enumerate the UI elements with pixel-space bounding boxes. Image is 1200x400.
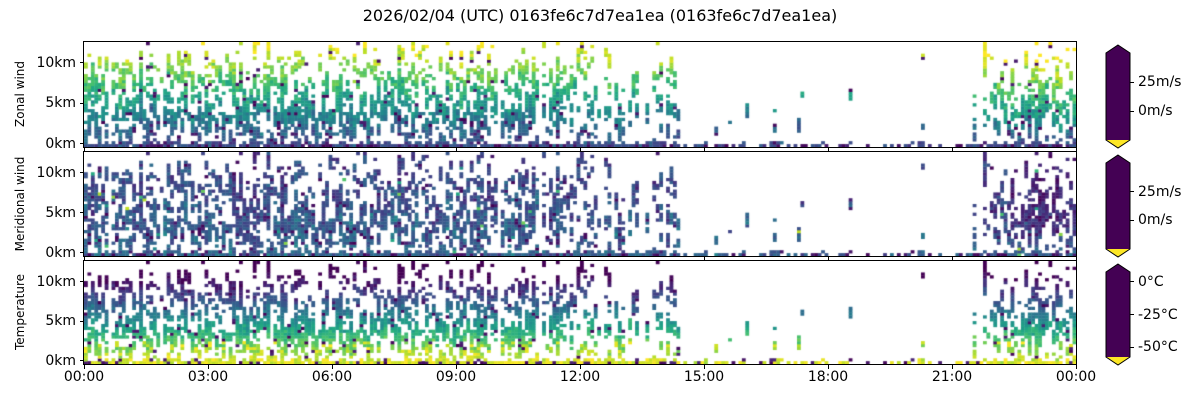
colorbar-tick-label: 25m/s [1138, 183, 1182, 200]
figure-title: 2026/02/04 (UTC) 0163fe6c7d7ea1ea (0163f… [362, 6, 838, 25]
x-tick-mark [827, 257, 829, 261]
colorbar-tick-label: -25°C [1138, 306, 1178, 323]
y-tick-label: 10km [36, 54, 76, 71]
y-tick-mark [80, 281, 84, 283]
y-tick-mark [80, 143, 84, 145]
x-tick-label: 18:00 [807, 369, 849, 385]
colorbar-meridional-wind [1105, 154, 1131, 258]
colorbar-tick-mark [1130, 81, 1134, 83]
x-tick-mark [207, 257, 209, 261]
x-tick-label: 03:00 [187, 369, 229, 385]
x-tick-mark [1075, 148, 1077, 152]
y-tick-mark [80, 360, 84, 362]
x-tick-mark [579, 257, 581, 261]
colorbar-tick-label: 25m/s [1138, 74, 1182, 90]
x-tick-label: 09:00 [435, 369, 477, 385]
x-tick-mark [703, 257, 705, 261]
x-tick-mark [951, 148, 953, 152]
x-tick-mark [579, 365, 581, 369]
x-tick-mark [455, 148, 457, 152]
x-tick-label: 06:00 [311, 369, 353, 385]
colorbar-tick-label: 0m/s [1138, 212, 1173, 229]
x-tick-mark [1075, 257, 1077, 261]
x-tick-mark [83, 257, 85, 261]
x-tick-label: 00:00 [63, 369, 105, 385]
colorbar-tick-label: 0°C [1138, 273, 1164, 290]
x-tick-mark [207, 365, 209, 369]
colorbar-temperature [1105, 263, 1131, 366]
heatmap-panel-temperature [83, 260, 1077, 365]
heatmap-panel-zonal-wind [83, 41, 1077, 148]
x-tick-mark [331, 148, 333, 152]
x-tick-mark [455, 365, 457, 369]
temperature-heatmap-canvas [84, 261, 1076, 364]
y-tick-mark [80, 252, 84, 254]
x-tick-mark [331, 257, 333, 261]
y-tick-mark [80, 320, 84, 322]
x-tick-mark [1075, 365, 1077, 369]
y-tick-mark [80, 212, 84, 214]
colorbar-tick-mark [1130, 191, 1134, 193]
colorbar-tick-label: -50°C [1138, 339, 1178, 356]
y-tick-label: 0km [45, 135, 76, 152]
y-tick-label: 10km [36, 164, 76, 181]
x-tick-mark [703, 148, 705, 152]
zonal-wind-heatmap-canvas [84, 42, 1076, 147]
y-tick-mark [80, 102, 84, 104]
y-tick-label: 5km [45, 204, 76, 221]
x-tick-mark [579, 148, 581, 152]
y-tick-mark [80, 62, 84, 64]
x-tick-mark [951, 365, 953, 369]
x-tick-mark [83, 365, 85, 369]
x-tick-mark [455, 257, 457, 261]
colorbar-zonal-wind [1105, 44, 1131, 149]
colorbar-tick-mark [1130, 281, 1134, 283]
x-tick-mark [827, 365, 829, 369]
x-tick-mark [331, 365, 333, 369]
y-tick-label: 0km [45, 244, 76, 261]
colorbar-tick-mark [1130, 110, 1134, 112]
x-tick-mark [703, 365, 705, 369]
x-tick-mark [83, 148, 85, 152]
x-tick-label: 15:00 [683, 369, 725, 385]
x-tick-label: 21:00 [931, 369, 973, 385]
x-tick-label: 12:00 [559, 369, 601, 385]
y-tick-label: 5km [45, 95, 76, 112]
colorbar-tick-mark [1130, 346, 1134, 348]
colorbar-tick-mark [1130, 314, 1134, 315]
x-tick-mark [207, 148, 209, 152]
heatmap-panel-meridional-wind [83, 151, 1077, 257]
y-tick-label: 0km [45, 352, 76, 369]
y-tick-label: 5km [45, 313, 76, 330]
x-tick-label: 00:00 [1055, 369, 1097, 385]
meridional-wind-heatmap-canvas [84, 152, 1076, 256]
y-tick-label: 10km [36, 273, 76, 290]
x-tick-mark [951, 257, 953, 261]
y-tick-mark [80, 172, 84, 174]
x-tick-mark [827, 148, 829, 152]
colorbar-tick-label: 0m/s [1138, 103, 1173, 119]
colorbar-tick-mark [1130, 219, 1134, 221]
